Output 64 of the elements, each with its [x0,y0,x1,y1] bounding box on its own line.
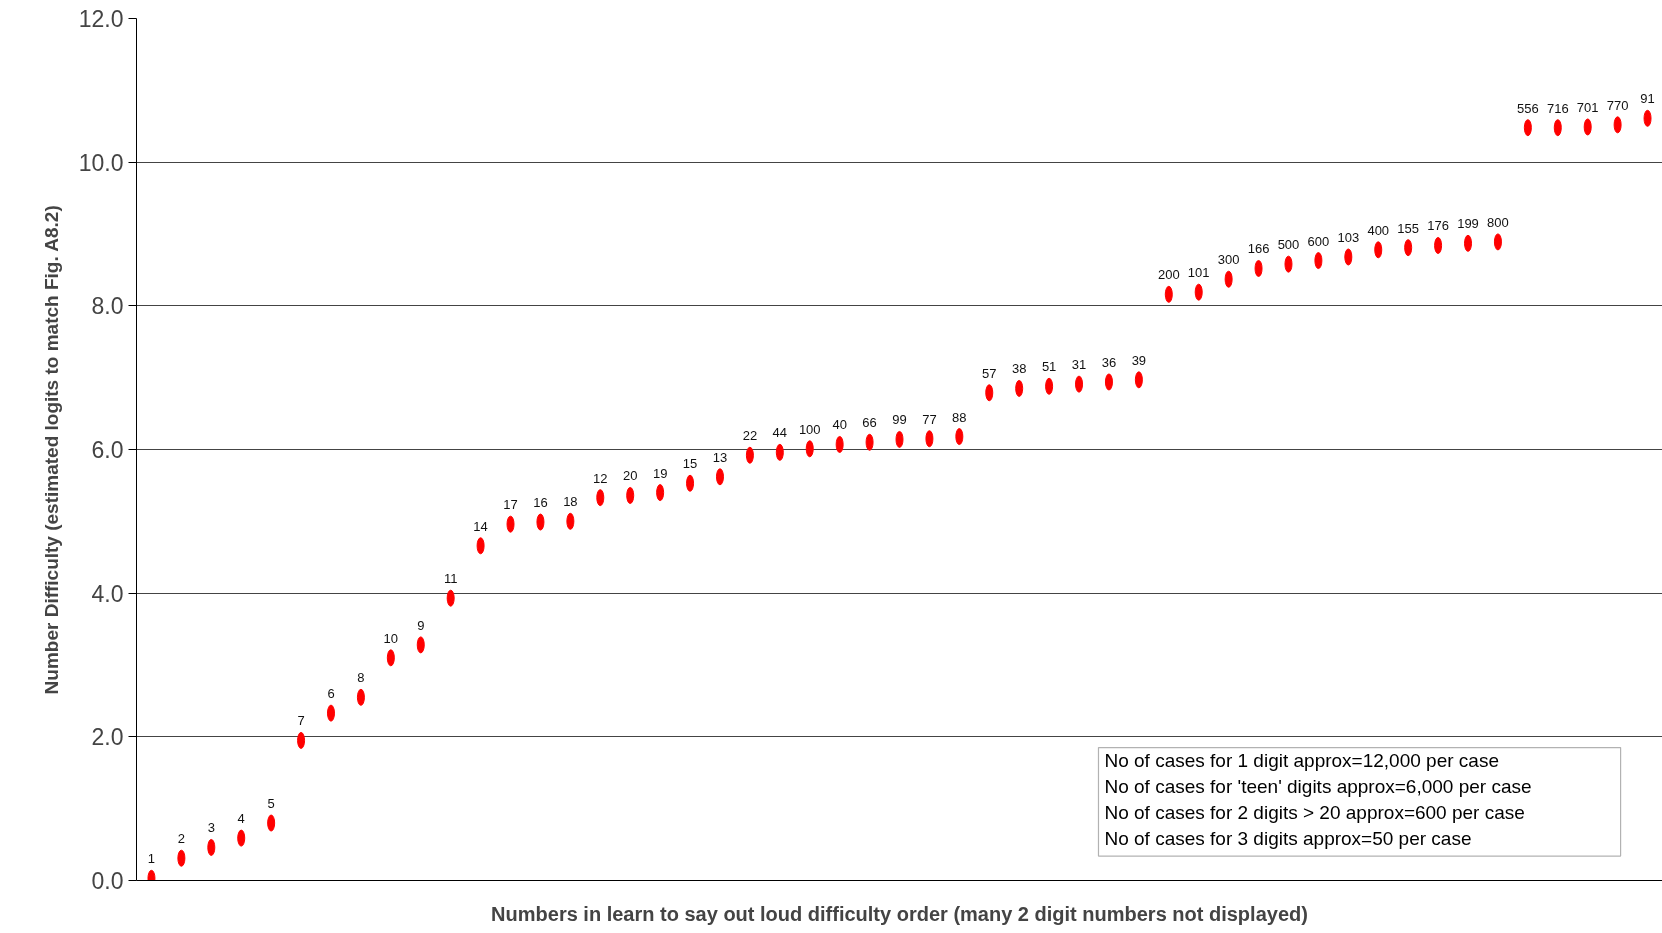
y-tick-label: 4.0 [91,580,124,607]
y-axis-title: Number Difficulty (estimated logits to match Fig. A8.2) [40,205,62,695]
x-tick-label: 300 [1217,252,1240,268]
x-tick-label: 11 [443,571,458,587]
x-tick-label: 701 [1576,99,1599,115]
x-tick-label: 17 [503,497,518,513]
x-tick-label: 9 [417,617,425,633]
x-tick-label: 40 [832,417,847,433]
x-tick-label: 38 [1011,361,1027,377]
x-tick-label: 51 [1041,359,1057,375]
x-tick-label: 770 [1606,97,1629,113]
y-tick-label: 6.0 [91,437,124,463]
x-tick-label: 400 [1367,222,1390,238]
x-tick-label: 20 [622,468,638,484]
x-tick-label: 166 [1247,241,1270,257]
x-tick-label: 16 [533,495,548,511]
x-tick-label: 19 [652,465,668,481]
x-tick-label: 7 [297,713,305,729]
x-tick-label: 10 [383,630,399,646]
y-tick-label: 10.0 [78,149,124,176]
x-tick-label: 31 [1071,357,1087,373]
x-tick-label: 155 [1397,220,1420,236]
x-tick-label: 2 [177,831,185,847]
annotation: No of cases for 1 digit approx=12,000 per case [1104,750,1499,772]
annotation: No of cases for 'teen' digits approx=6,000 per case [1104,775,1532,797]
annotation: No of cases for 3 digits approx=50 per case [1104,827,1472,849]
y-tick-label: 2.0 [91,724,124,751]
x-tick-label: 66 [862,415,877,431]
x-tick-label: 12 [593,470,608,486]
x-tick-label: 14 [473,518,488,534]
x-tick-label: 176 [1427,218,1449,234]
x-tick-label: 91 [1640,91,1655,107]
x-tick-label: 57 [982,365,997,381]
x-tick-label: 199 [1457,216,1479,232]
x-tick-label: 36 [1101,354,1117,370]
x-tick-label: 4 [237,811,245,827]
x-tick-label: 88 [952,409,967,425]
x-tick-label: 101 [1187,265,1210,281]
x-tick-label: 39 [1131,352,1147,368]
x-tick-label: 13 [712,449,728,465]
x-tick-label: 200 [1157,267,1180,283]
x-tick-label: 5 [267,796,275,812]
x-tick-label: 100 [798,421,821,437]
x-tick-label: 99 [892,412,907,428]
x-tick-label: 600 [1307,233,1330,249]
x-tick-label: 556 [1517,100,1539,116]
x-axis-title: Numbers in learn to say out loud difficulty order (many 2 digit numbers not displayed) [491,902,1308,925]
x-tick-label: 716 [1546,100,1569,116]
x-tick-label: 3 [207,820,215,836]
x-tick-label: 44 [772,425,788,441]
x-tick-label: 22 [742,428,758,444]
x-tick-label: 6 [327,686,335,702]
y-tick-label: 8.0 [91,293,124,320]
x-tick-label: 500 [1277,237,1300,253]
x-tick-label: 77 [922,411,937,427]
x-tick-label: 8 [357,670,365,686]
x-tick-label: 15 [682,456,698,472]
x-tick-label: 18 [563,494,578,510]
y-tick-label: 0.0 [91,868,124,894]
annotation: No of cases for 2 digits > 20 approx=600 per case [1104,801,1525,823]
y-tick-label: 12.0 [78,6,124,32]
x-tick-label: 1 [147,851,156,867]
x-tick-label: 103 [1337,229,1360,245]
x-tick-label: 800 [1487,214,1509,230]
